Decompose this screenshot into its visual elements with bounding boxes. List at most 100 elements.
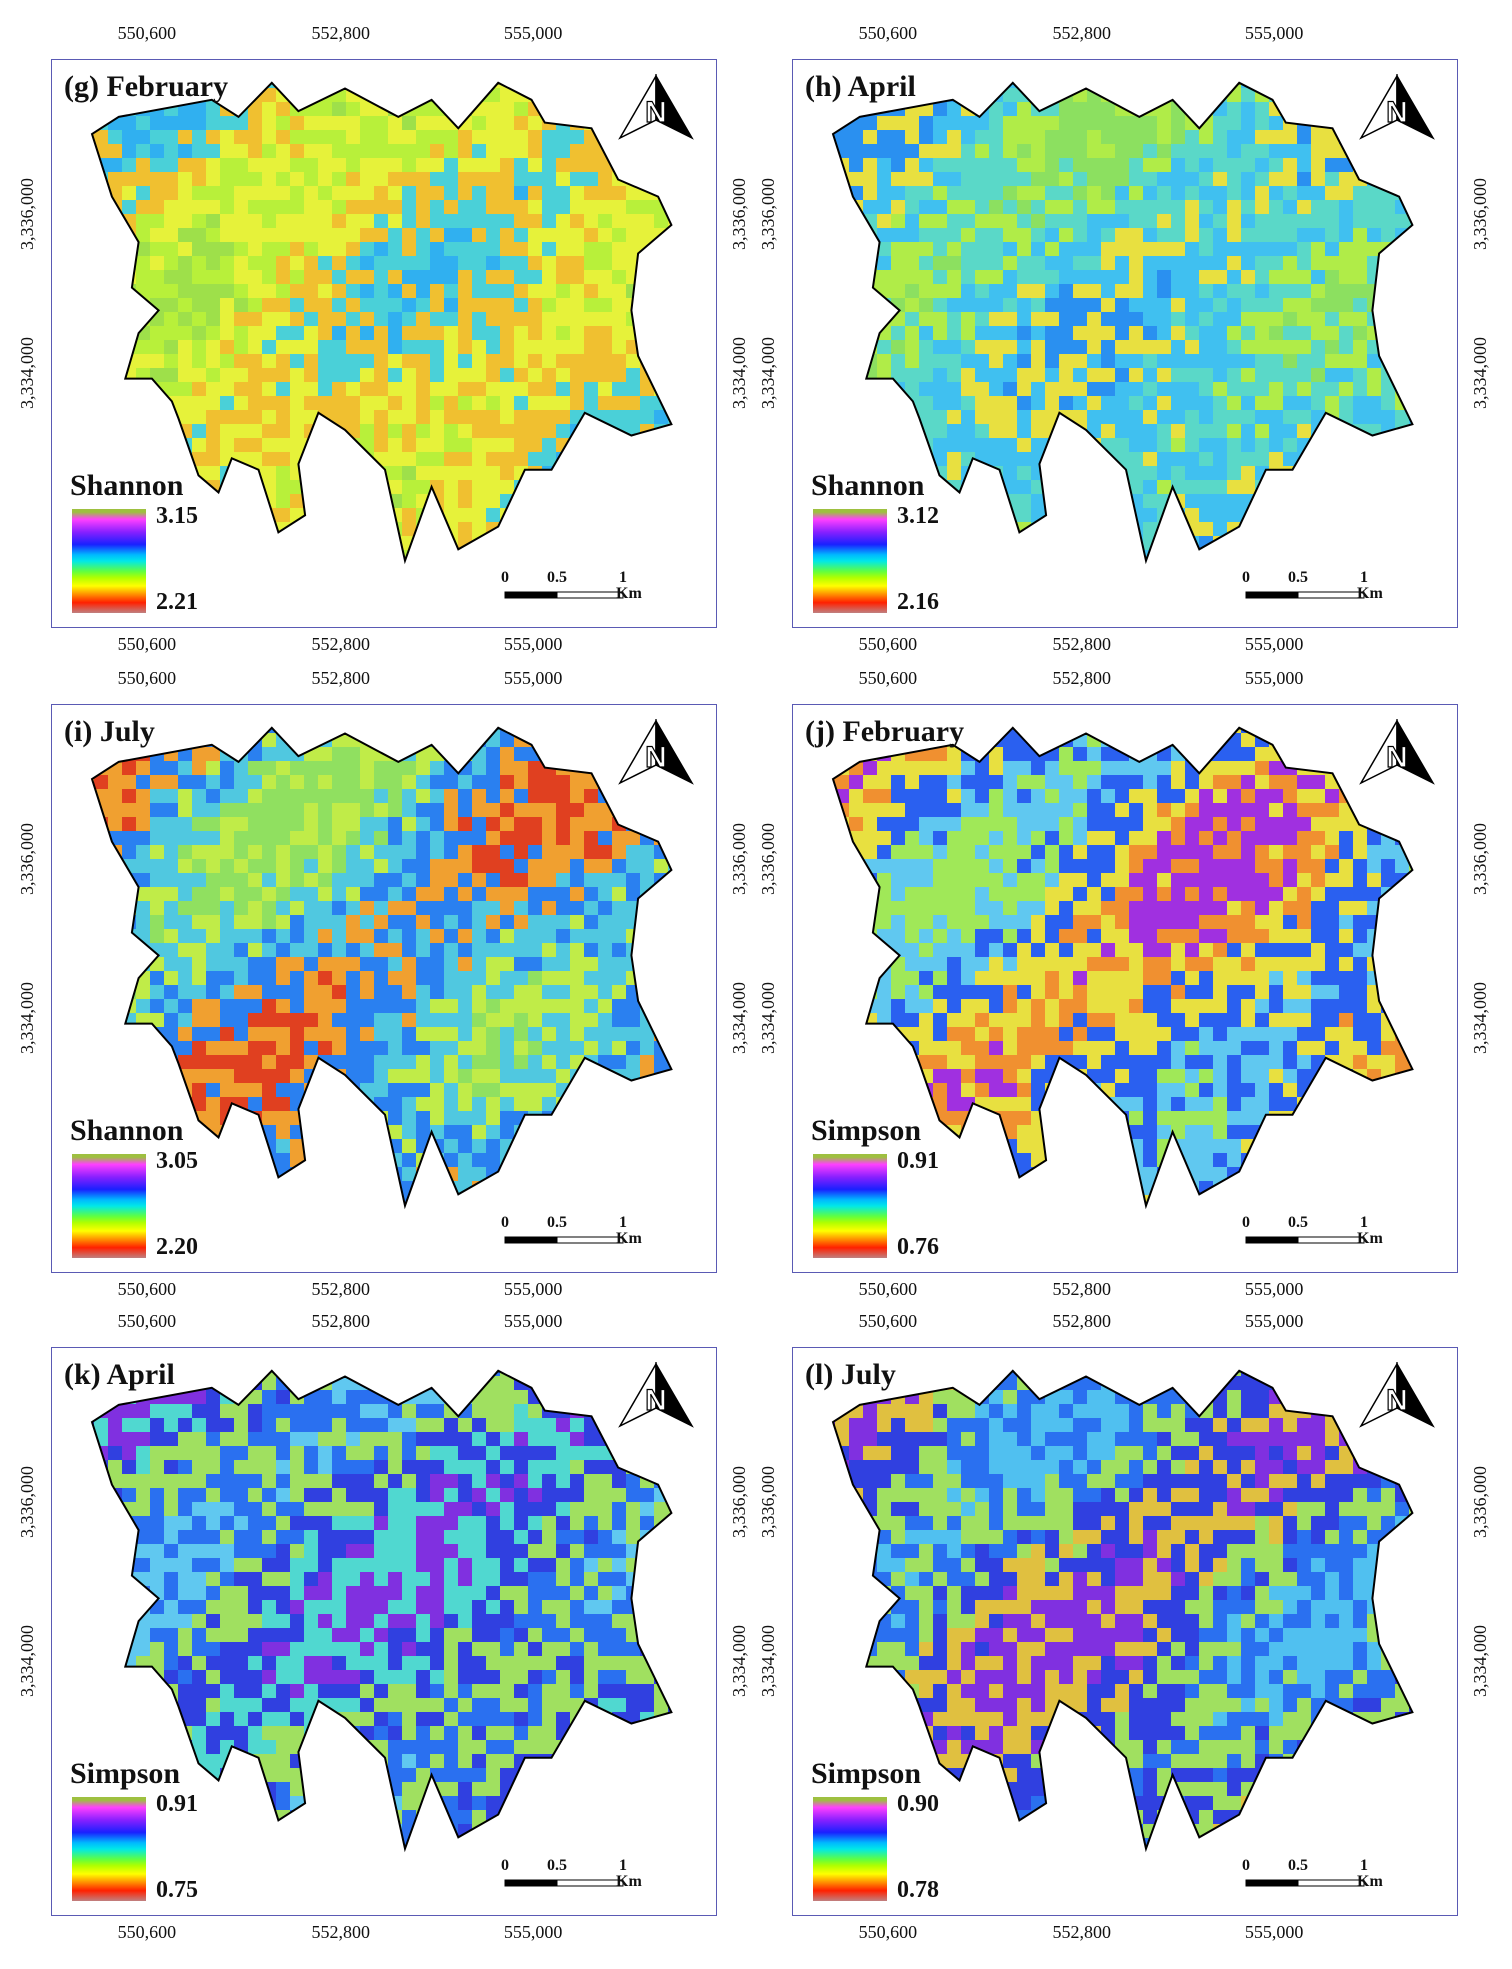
x-tick-top: 550,600 [117, 1311, 177, 1331]
scale-label-one: 1 [1360, 569, 1368, 586]
y-tick-right: 3,336,000 [729, 1465, 749, 1538]
y-tick-left: 3,336,000 [17, 1465, 37, 1538]
x-tick-bottom: 550,600 [858, 634, 918, 654]
scale-label-half: 0.5 [547, 569, 567, 586]
x-tick-top: 555,000 [503, 1311, 563, 1331]
scale-unit: Km [616, 1873, 642, 1890]
y-tick-left: 3,336,000 [17, 177, 37, 250]
y-tick-right: 3,336,000 [1470, 1465, 1490, 1538]
study-area-boundary [831, 1369, 1414, 1853]
study-area-boundary [831, 726, 1414, 1210]
y-tick-left: 3,334,000 [17, 982, 37, 1055]
scale-bar-graphic [1245, 591, 1365, 599]
x-tick-bottom: 552,800 [311, 1279, 370, 1299]
x-tick-bottom: 552,800 [311, 1922, 370, 1942]
x-tick-bottom: 555,000 [1244, 634, 1304, 654]
legend-title: Simpson [811, 1757, 922, 1790]
legend-min-label: 2.20 [156, 1234, 198, 1260]
x-tick-bottom: 550,600 [858, 1279, 918, 1299]
x-tick-bottom: 552,800 [1052, 1922, 1111, 1942]
scale-bar-graphic [1245, 1236, 1365, 1244]
legend-max-label: 0.91 [897, 1148, 939, 1174]
x-tick-top: 550,600 [858, 23, 918, 43]
x-tick-bottom: 550,600 [117, 1922, 177, 1942]
x-tick-top: 552,800 [1052, 668, 1111, 688]
scale-unit: Km [1357, 1873, 1383, 1890]
x-tick-bottom: 552,800 [1052, 1279, 1111, 1299]
legend-color-ramp [72, 509, 146, 613]
x-tick-top: 552,800 [311, 668, 370, 688]
map-frame: (g) February N Shannon 3.15 2.21 0 0.5 1… [51, 59, 717, 628]
y-tick-right: 3,334,000 [729, 1625, 749, 1698]
y-tick-left: 3,336,000 [758, 177, 778, 250]
map-frame: (k) April N Simpson 0.91 0.75 0 0.5 1 Km [51, 1347, 717, 1916]
y-tick-left: 3,336,000 [758, 1465, 778, 1538]
x-tick-bottom: 555,000 [503, 1922, 563, 1942]
legend-max-label: 3.12 [897, 503, 939, 529]
map-frame: (j) February N Simpson 0.91 0.76 0 0.5 1… [792, 704, 1458, 1273]
scale-bar-graphic [504, 1236, 624, 1244]
legend-title: Shannon [811, 469, 925, 502]
study-area-boundary [90, 726, 673, 1210]
y-tick-left: 3,334,000 [758, 337, 778, 410]
x-tick-top: 550,600 [858, 1311, 918, 1331]
scale-label-zero: 0 [501, 1857, 509, 1874]
scale-label-half: 0.5 [1288, 569, 1308, 586]
raster-map [90, 726, 673, 1210]
x-tick-bottom: 550,600 [117, 634, 177, 654]
study-area-boundary [831, 81, 1414, 565]
legend-min-label: 2.16 [897, 589, 939, 615]
x-tick-bottom: 552,800 [311, 634, 370, 654]
panel-title: (l) July [805, 1358, 896, 1391]
scale-label-half: 0.5 [1288, 1857, 1308, 1874]
legend-title: Simpson [811, 1114, 922, 1147]
map-frame: (l) July N Simpson 0.90 0.78 0 0.5 1 Km [792, 1347, 1458, 1916]
legend-max-label: 3.05 [156, 1148, 198, 1174]
x-tick-top: 552,800 [1052, 1311, 1111, 1331]
y-tick-left: 3,334,000 [17, 337, 37, 410]
y-tick-left: 3,334,000 [17, 1625, 37, 1698]
scale-label-zero: 0 [501, 1214, 509, 1231]
y-tick-right: 3,336,000 [729, 177, 749, 250]
scale-label-one: 1 [619, 1857, 627, 1874]
scale-label-one: 1 [619, 569, 627, 586]
scale-unit: Km [616, 585, 642, 602]
scale-bar-graphic [504, 1879, 624, 1887]
x-tick-top: 555,000 [1244, 668, 1304, 688]
legend-title: Simpson [70, 1757, 181, 1790]
x-tick-top: 552,800 [1052, 23, 1111, 43]
panel-title: (i) July [64, 715, 155, 748]
x-tick-bottom: 555,000 [1244, 1922, 1304, 1942]
scale-unit: Km [616, 1230, 642, 1247]
north-arrow-icon: N [1359, 74, 1435, 140]
legend-max-label: 3.15 [156, 503, 198, 529]
legend-color-ramp [813, 509, 887, 613]
north-arrow-icon: N [1359, 1362, 1435, 1428]
x-tick-top: 552,800 [311, 1311, 370, 1331]
raster-map [831, 1369, 1414, 1853]
x-tick-bottom: 555,000 [503, 1279, 563, 1299]
legend-title: Shannon [70, 469, 184, 502]
y-tick-right: 3,334,000 [729, 982, 749, 1055]
x-tick-bottom: 555,000 [1244, 1279, 1304, 1299]
x-tick-top: 552,800 [311, 23, 370, 43]
scale-label-zero: 0 [1242, 569, 1250, 586]
raster-map [90, 81, 673, 565]
map-frame: (i) July N Shannon 3.05 2.20 0 0.5 1 Km [51, 704, 717, 1273]
legend-min-label: 0.76 [897, 1234, 939, 1260]
legend-color-ramp [813, 1154, 887, 1258]
raster-map [90, 1369, 673, 1853]
x-tick-top: 555,000 [1244, 1311, 1304, 1331]
panel-title: (k) April [64, 1358, 175, 1391]
y-tick-right: 3,334,000 [729, 337, 749, 410]
legend-min-label: 2.21 [156, 589, 198, 615]
x-tick-top: 550,600 [858, 668, 918, 688]
x-tick-top: 550,600 [117, 668, 177, 688]
scale-bar-graphic [1245, 1879, 1365, 1887]
y-tick-left: 3,334,000 [758, 982, 778, 1055]
legend-title: Shannon [70, 1114, 184, 1147]
svg-text:N: N [1386, 96, 1408, 129]
x-tick-bottom: 555,000 [503, 634, 563, 654]
legend-color-ramp [813, 1797, 887, 1901]
legend-min-label: 0.75 [156, 1877, 198, 1903]
